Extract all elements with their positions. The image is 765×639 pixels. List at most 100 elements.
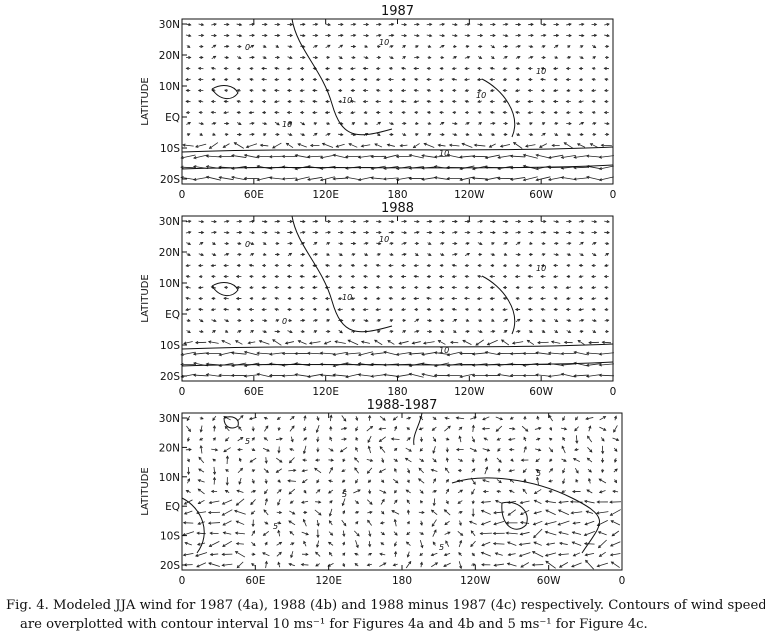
wind-vector-head bbox=[238, 230, 243, 235]
wind-vector-head bbox=[403, 132, 407, 136]
wind-vector-head bbox=[598, 363, 602, 367]
wind-vector-head bbox=[406, 509, 411, 513]
wind-vector-head bbox=[352, 319, 356, 323]
wind-vector-head bbox=[251, 469, 256, 473]
wind-vector-head bbox=[591, 263, 595, 268]
wind-vector-head bbox=[251, 428, 255, 432]
wind-vector-head bbox=[318, 500, 322, 504]
wind-vector bbox=[409, 373, 424, 378]
wind-vector-head bbox=[544, 522, 548, 526]
wind-vector-head bbox=[554, 55, 559, 59]
wind-vector bbox=[412, 341, 421, 344]
y-axis-label: LATITUDE bbox=[140, 274, 151, 322]
wind-vector-head bbox=[231, 175, 235, 180]
wind-vector bbox=[290, 551, 294, 558]
wind-vector bbox=[599, 165, 614, 170]
wind-vector-head bbox=[252, 530, 256, 534]
wind-vector bbox=[548, 415, 553, 422]
wind-vector-head bbox=[352, 22, 357, 27]
wind-vector-head bbox=[441, 132, 445, 137]
wind-vector-head bbox=[598, 373, 602, 377]
wind-vector-head bbox=[238, 330, 242, 333]
wind-vector bbox=[545, 531, 557, 536]
wind-vector-head bbox=[540, 110, 544, 115]
wind-vector-head bbox=[604, 88, 608, 93]
wind-vector-head bbox=[319, 373, 324, 377]
wind-vector-head bbox=[210, 263, 214, 268]
wind-vector-head bbox=[382, 417, 386, 421]
wind-vector-head bbox=[451, 307, 456, 312]
wind-vector bbox=[573, 552, 581, 557]
wind-vector-head bbox=[193, 177, 197, 181]
wind-vector bbox=[289, 416, 295, 421]
wind-vector bbox=[561, 446, 566, 454]
wind-vector-head bbox=[562, 436, 566, 441]
wind-vector bbox=[333, 351, 348, 356]
wind-vector-head bbox=[312, 77, 316, 82]
wind-vector-head bbox=[394, 490, 398, 494]
wind-vector bbox=[396, 352, 412, 355]
wind-vector-head bbox=[439, 99, 443, 104]
wind-vector bbox=[367, 467, 373, 474]
wind-vector-head bbox=[581, 219, 585, 223]
wind-speed-contour bbox=[211, 85, 239, 99]
wind-vector bbox=[272, 339, 282, 346]
wind-vector-head bbox=[611, 533, 615, 537]
wind-vector-head bbox=[407, 416, 412, 420]
wind-vector-head bbox=[565, 307, 570, 312]
wind-vector-head bbox=[198, 296, 202, 301]
wind-vector-head bbox=[180, 352, 184, 357]
wind-vector-head bbox=[394, 447, 398, 452]
wind-vector-head bbox=[558, 564, 563, 568]
wind-vector bbox=[257, 155, 272, 158]
wind-vector-head bbox=[251, 437, 255, 441]
wind-vector bbox=[303, 519, 307, 527]
wind-vector-head bbox=[200, 416, 204, 420]
wind-vector-head bbox=[609, 500, 613, 504]
wind-vector-head bbox=[214, 448, 219, 452]
wind-vector bbox=[307, 176, 323, 181]
wind-vector bbox=[181, 176, 196, 181]
wind-vector bbox=[383, 351, 399, 356]
wind-vector bbox=[459, 155, 475, 158]
wind-vector-head bbox=[208, 562, 212, 566]
wind-vector-head bbox=[542, 241, 546, 246]
wind-vector-head bbox=[606, 121, 610, 126]
wind-vector-head bbox=[578, 66, 583, 71]
wind-vector bbox=[574, 177, 589, 180]
wind-vector-head bbox=[549, 427, 553, 431]
wind-vector-head bbox=[441, 252, 445, 256]
wind-vector-head bbox=[288, 318, 293, 322]
wind-vector-head bbox=[473, 448, 478, 452]
wind-vector bbox=[248, 341, 256, 344]
wind-vector bbox=[585, 553, 595, 556]
wind-vector bbox=[545, 509, 556, 516]
wind-vector-head bbox=[294, 178, 298, 182]
wind-vector bbox=[354, 530, 360, 537]
wind-vector-head bbox=[584, 522, 588, 526]
wind-vector-head bbox=[352, 44, 357, 49]
wind-vector-head bbox=[517, 33, 522, 38]
wind-vector bbox=[340, 447, 348, 453]
wind-vector-head bbox=[309, 143, 314, 148]
wind-vector-head bbox=[212, 253, 217, 256]
wind-vector-head bbox=[261, 285, 265, 290]
wind-vector-head bbox=[276, 416, 281, 420]
wind-vector bbox=[348, 143, 358, 148]
wind-vector bbox=[209, 142, 219, 149]
wind-vector-head bbox=[430, 509, 435, 513]
wind-vector-head bbox=[531, 563, 535, 567]
wind-vector-head bbox=[198, 307, 202, 312]
wind-vector-head bbox=[180, 362, 184, 367]
wind-vector bbox=[438, 144, 446, 147]
wind-vector-head bbox=[558, 500, 562, 504]
wind-vector-head bbox=[484, 350, 489, 355]
wind-vector-head bbox=[182, 521, 187, 525]
wind-vector bbox=[322, 143, 334, 148]
wind-vector-head bbox=[413, 296, 417, 301]
wind-vector-head bbox=[326, 121, 331, 125]
wind-vector-head bbox=[339, 56, 343, 59]
wind-vector-head bbox=[368, 552, 373, 556]
wind-vector-head bbox=[221, 512, 225, 516]
wind-vector-head bbox=[578, 285, 583, 289]
